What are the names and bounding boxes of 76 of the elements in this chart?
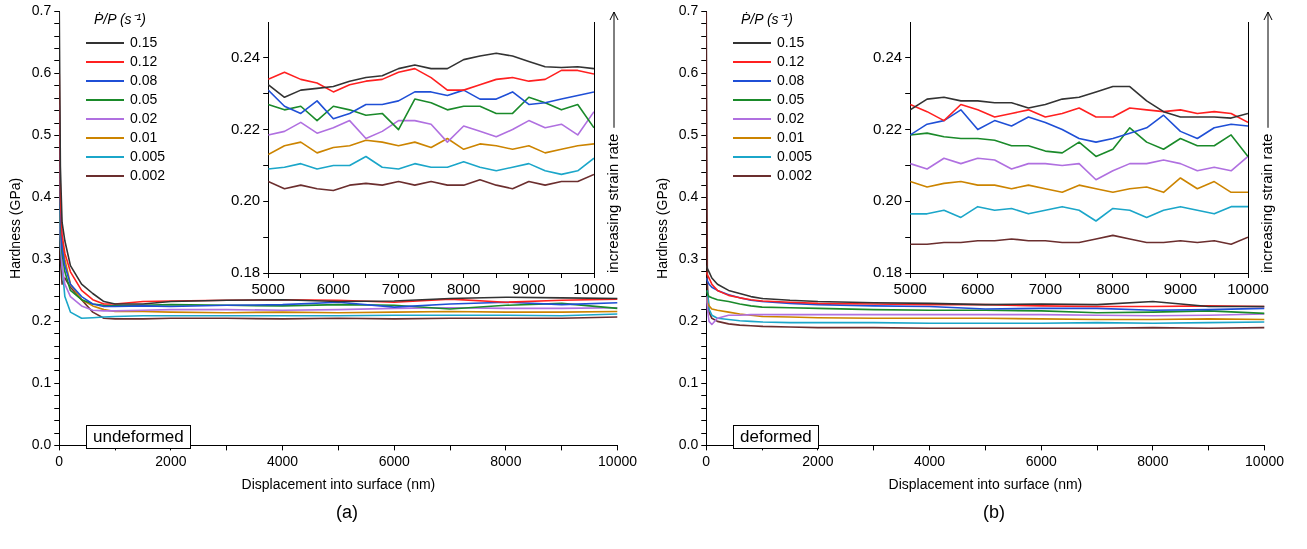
annotation: increasing strain rate — [1258, 133, 1276, 273]
y-tick-label: 0.22 — [230, 119, 261, 137]
x-axis-title: Displacement into surface (nm) — [241, 476, 436, 493]
y-tick-label: 0.20 — [230, 191, 261, 209]
x-tick-label: 8000 — [1096, 280, 1130, 298]
x-tick-label: 8000 — [1137, 452, 1169, 469]
legend-label: 0.002 — [130, 166, 166, 185]
y-axis-title: Hardness (GPa) — [654, 177, 671, 279]
x-tick-label: 10000 — [1245, 452, 1285, 469]
y-tick-label: 0.0 — [678, 436, 699, 453]
x-tick-label: 9000 — [1163, 280, 1198, 298]
x-tick-label: 7000 — [381, 280, 416, 298]
x-axis-title: Displacement into surface (nm) — [888, 476, 1083, 493]
y-tick-label: 0.3 — [31, 250, 52, 267]
legend-label: 0.005 — [130, 147, 166, 166]
y-tick-label: 0.0 — [31, 436, 52, 453]
y-axis-title: Hardness (GPa) — [7, 177, 24, 279]
y-tick-label: 0.18 — [872, 263, 903, 281]
x-tick-label: 10000 — [598, 452, 638, 469]
y-tick-label: 0.7 — [31, 2, 52, 19]
x-tick-label: 8000 — [490, 452, 522, 469]
y-tick-label: 0.5 — [678, 126, 699, 143]
legend-label: 0.08 — [130, 71, 158, 90]
legend-label: 0.02 — [777, 109, 805, 128]
legend-label: 0.05 — [777, 90, 805, 109]
y-tick-label: 0.4 — [31, 188, 52, 205]
legend-label: 0.15 — [130, 33, 158, 52]
x-tick-label: 6000 — [316, 280, 351, 298]
legend-title: Ṗ/P (s⁻¹) — [94, 10, 147, 29]
x-tick-label: 5000 — [251, 280, 285, 298]
y-tick-label: 0.1 — [31, 374, 52, 391]
legend-label: 0.08 — [777, 71, 805, 90]
y-tick-label: 0.24 — [872, 48, 903, 65]
text: (b) — [982, 502, 1006, 523]
x-tick-label: 6000 — [1025, 452, 1058, 469]
x-tick-label: 10000 — [1227, 280, 1269, 298]
x-tick-label: 7000 — [1028, 280, 1062, 298]
x-tick-label: 5000 — [893, 280, 927, 298]
x-tick-label: 9000 — [512, 280, 546, 298]
y-tick-label: 0.6 — [678, 64, 699, 81]
annotation: undeformed — [86, 425, 191, 449]
x-tick-label: 0 — [702, 452, 711, 469]
x-tick-label: 6000 — [961, 280, 995, 298]
legend-label: 0.15 — [777, 33, 805, 52]
legend-label: 0.005 — [777, 147, 813, 166]
y-tick-label: 0.4 — [678, 188, 699, 205]
legend-label: 0.12 — [777, 52, 805, 71]
x-tick-label: 4000 — [266, 452, 299, 469]
y-tick-label: 0.2 — [678, 312, 699, 329]
y-tick-label: 0.5 — [31, 126, 52, 143]
legend-label: 0.02 — [130, 109, 158, 128]
x-tick-label: 10000 — [573, 280, 615, 298]
text: (a) — [335, 502, 359, 523]
x-tick-label: 6000 — [378, 452, 411, 469]
y-tick-label: 0.18 — [230, 263, 261, 281]
x-tick-label: 2000 — [155, 452, 187, 469]
y-tick-label: 0.3 — [678, 250, 699, 267]
legend-label: 0.01 — [777, 128, 805, 147]
legend-label: 0.002 — [777, 166, 813, 185]
legend-label: 0.12 — [130, 52, 158, 71]
y-tick-label: 0.22 — [872, 119, 903, 137]
y-tick-label: 0.1 — [678, 374, 699, 391]
x-tick-label: 2000 — [802, 452, 834, 469]
y-tick-label: 0.7 — [678, 2, 699, 19]
legend-title: Ṗ/P (s⁻¹) — [741, 10, 794, 29]
x-tick-label: 4000 — [913, 452, 946, 469]
y-tick-label: 0.20 — [872, 191, 903, 209]
x-tick-label: 0 — [55, 452, 64, 469]
annotation: deformed — [733, 425, 819, 449]
x-tick-label: 8000 — [446, 280, 481, 298]
legend-label: 0.05 — [130, 90, 158, 109]
y-tick-label: 0.24 — [230, 48, 261, 65]
legend-label: 0.01 — [130, 128, 158, 147]
annotation: increasing strain rate — [604, 133, 622, 273]
y-tick-label: 0.2 — [31, 312, 52, 329]
y-tick-label: 0.6 — [31, 64, 52, 81]
